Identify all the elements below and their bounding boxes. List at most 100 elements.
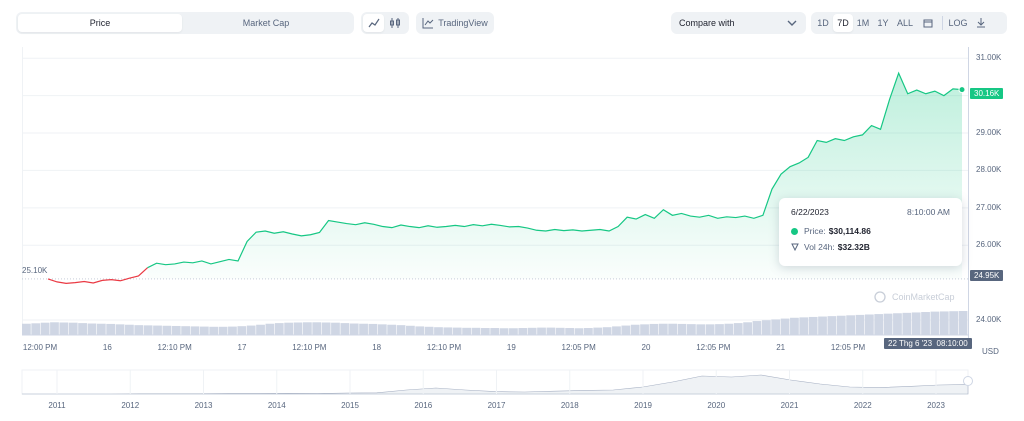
range-7d[interactable]: 7D bbox=[833, 14, 853, 32]
volume-bar bbox=[846, 315, 856, 335]
volume-bar bbox=[256, 324, 265, 335]
volume-bar bbox=[761, 320, 771, 335]
price-marketcap-toggle: Price Market Cap bbox=[16, 12, 354, 34]
volume-bar bbox=[565, 328, 575, 335]
currency-label: USD bbox=[982, 347, 999, 356]
volume-bars bbox=[22, 311, 968, 335]
volume-bar bbox=[583, 328, 593, 335]
x-tick-label: 20 bbox=[641, 343, 651, 352]
tradingview-icon bbox=[422, 18, 434, 29]
navigator-year-label: 2022 bbox=[853, 401, 872, 410]
x-tick-label: 12:05 PM bbox=[830, 343, 866, 352]
download-button[interactable] bbox=[970, 14, 992, 32]
volume-bar bbox=[621, 325, 631, 335]
volume-bar bbox=[237, 326, 247, 335]
volume-bar bbox=[893, 313, 902, 335]
volume-bar bbox=[162, 325, 172, 335]
divider bbox=[942, 16, 943, 30]
price-line-below-open bbox=[47, 267, 148, 284]
volume-icon bbox=[791, 243, 799, 251]
price-line-above-open bbox=[147, 71, 963, 269]
x-tick-label: 12:00 PM bbox=[22, 343, 58, 352]
tradingview-button[interactable]: TradingView bbox=[416, 12, 494, 34]
volume-bar bbox=[658, 323, 668, 335]
volume-bar bbox=[349, 323, 359, 335]
line-chart-button[interactable] bbox=[363, 14, 384, 32]
navigator[interactable] bbox=[21, 369, 969, 395]
volume-bar bbox=[228, 326, 237, 335]
volume-bar bbox=[321, 322, 331, 335]
price-area bbox=[147, 73, 962, 279]
volume-bar bbox=[649, 323, 659, 335]
x-tick-label: 19 bbox=[506, 343, 516, 352]
range-1y[interactable]: 1Y bbox=[877, 18, 889, 28]
volume-bar bbox=[771, 319, 781, 335]
tab-price[interactable]: Price bbox=[18, 14, 182, 32]
volume-bar bbox=[958, 311, 968, 335]
chart-type-toggle bbox=[361, 12, 409, 34]
range-1m[interactable]: 1M bbox=[856, 18, 870, 28]
volume-bar bbox=[31, 323, 41, 335]
current-price-dot bbox=[958, 86, 966, 94]
volume-bar bbox=[687, 324, 696, 335]
navigator-year-label: 2016 bbox=[414, 401, 433, 410]
volume-bar bbox=[499, 328, 509, 335]
tab-market-cap[interactable]: Market Cap bbox=[242, 18, 290, 28]
volume-bar bbox=[883, 313, 893, 335]
volume-bar bbox=[480, 328, 490, 335]
range-all[interactable]: ALL bbox=[896, 18, 913, 28]
volume-bar bbox=[799, 317, 809, 335]
volume-bar bbox=[387, 324, 397, 335]
x-tick-label: 18 bbox=[372, 343, 382, 352]
volume-bar bbox=[509, 328, 518, 335]
volume-bar bbox=[134, 325, 144, 335]
volume-bar bbox=[743, 322, 752, 335]
navigator-year-label: 2012 bbox=[121, 401, 140, 410]
chevron-down-icon bbox=[787, 20, 797, 26]
candlestick-button[interactable] bbox=[384, 14, 405, 32]
volume-bar bbox=[705, 324, 715, 335]
volume-bar bbox=[930, 311, 940, 335]
line-chart-icon bbox=[368, 18, 379, 28]
x-tick-label: 12:05 PM bbox=[696, 343, 731, 352]
volume-bar bbox=[612, 326, 621, 335]
volume-bar bbox=[434, 327, 443, 335]
navigator-year-label: 2018 bbox=[560, 401, 579, 410]
volume-bar bbox=[677, 323, 687, 335]
volume-bar bbox=[752, 321, 762, 335]
volume-bar bbox=[471, 327, 481, 335]
volume-bar bbox=[874, 314, 884, 335]
volume-bar bbox=[293, 322, 303, 335]
volume-bar bbox=[143, 325, 153, 335]
compare-with-label: Compare with bbox=[679, 18, 735, 28]
range-1d[interactable]: 1D bbox=[817, 18, 829, 28]
y-tick-label: 29.00K bbox=[976, 128, 1002, 138]
calendar-button[interactable] bbox=[917, 14, 939, 32]
volume-bar bbox=[359, 323, 368, 335]
compare-with-select[interactable]: Compare with bbox=[671, 12, 806, 34]
volume-bar bbox=[115, 324, 125, 335]
volume-bar bbox=[724, 323, 734, 335]
x-tick-label: 17 bbox=[237, 343, 247, 352]
volume-bar bbox=[443, 327, 453, 335]
range-selector: 1D 7D 1M 1Y ALL LOG bbox=[811, 12, 1007, 34]
volume-bar bbox=[171, 325, 181, 335]
log-scale-button[interactable]: LOG bbox=[948, 18, 968, 28]
volume-bar bbox=[340, 323, 350, 335]
volume-bar bbox=[190, 326, 200, 335]
volume-bar bbox=[87, 323, 97, 335]
calendar-icon bbox=[923, 19, 933, 28]
volume-bar bbox=[125, 324, 134, 335]
volume-bar bbox=[218, 326, 228, 335]
volume-bar bbox=[302, 322, 312, 335]
coinmarketcap-logo bbox=[874, 291, 886, 303]
volume-bar bbox=[864, 314, 874, 335]
navigator-year-label: 2023 bbox=[927, 401, 945, 410]
volume-bar bbox=[50, 322, 59, 335]
plot-right-border bbox=[968, 47, 969, 343]
navigator-handle[interactable] bbox=[963, 376, 973, 386]
volume-bar bbox=[312, 322, 322, 335]
y-tick-label: 31.00K bbox=[976, 53, 1002, 63]
volume-bar bbox=[153, 325, 162, 335]
